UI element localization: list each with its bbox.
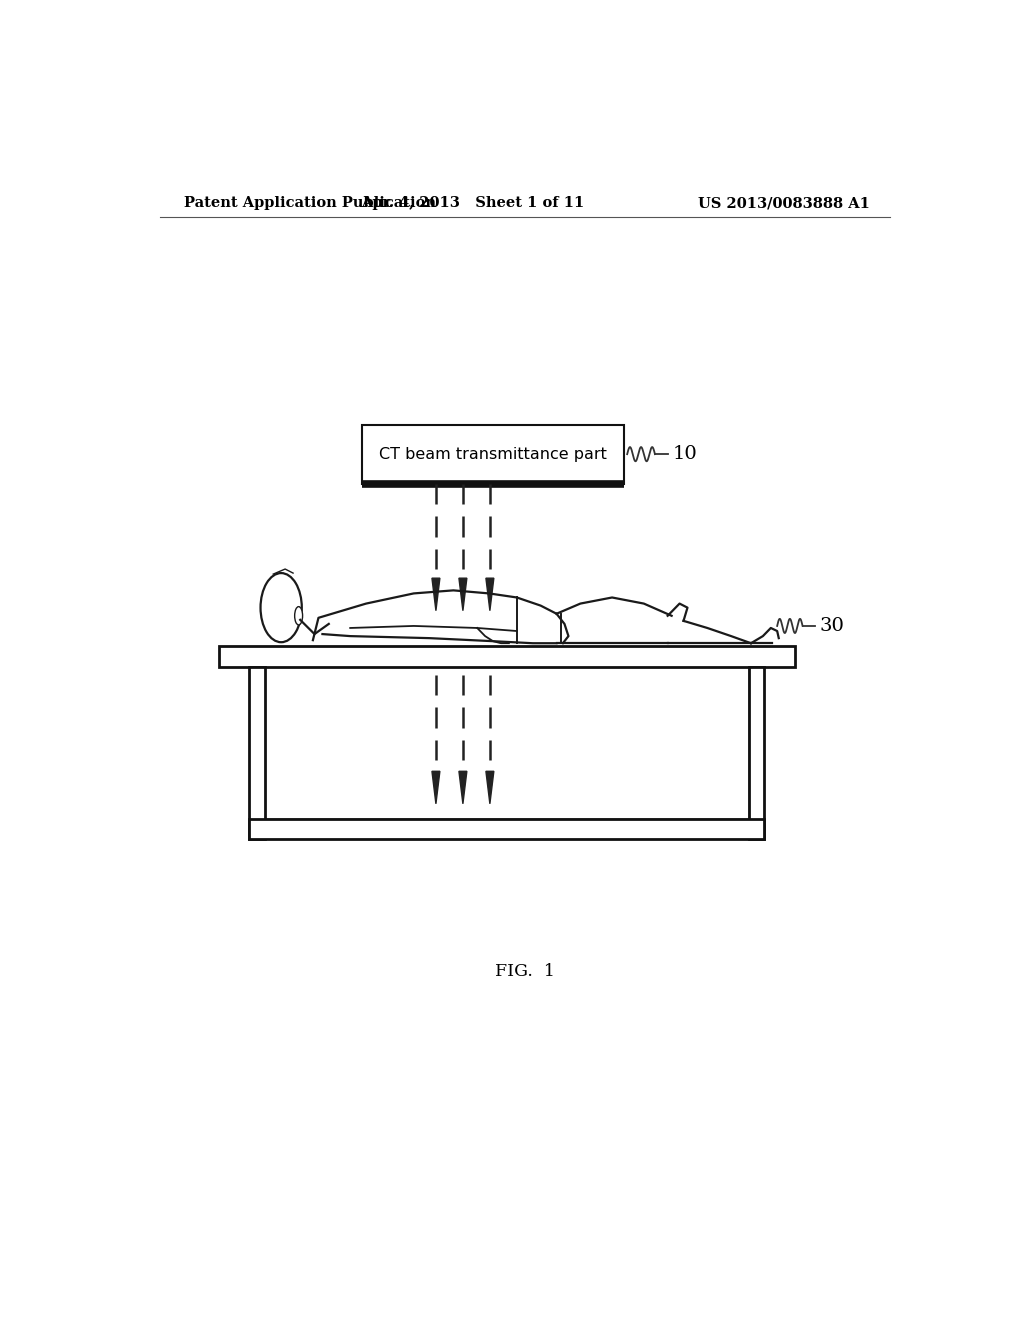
Text: Apr. 4, 2013   Sheet 1 of 11: Apr. 4, 2013 Sheet 1 of 11 — [361, 197, 585, 210]
Ellipse shape — [260, 573, 302, 643]
Polygon shape — [459, 771, 467, 804]
Ellipse shape — [295, 607, 303, 624]
Polygon shape — [432, 578, 440, 611]
Bar — [362, 425, 624, 483]
Text: Patent Application Publication: Patent Application Publication — [183, 197, 435, 210]
Bar — [250, 818, 765, 840]
Bar — [265, 667, 749, 818]
Polygon shape — [432, 771, 440, 804]
Text: 10: 10 — [673, 445, 697, 463]
Text: FIG.  1: FIG. 1 — [495, 964, 555, 979]
Text: CT beam transmittance part: CT beam transmittance part — [379, 446, 607, 462]
Polygon shape — [486, 578, 494, 611]
Text: US 2013/0083888 A1: US 2013/0083888 A1 — [698, 197, 870, 210]
Text: 30: 30 — [819, 616, 844, 635]
Bar — [749, 667, 765, 840]
Polygon shape — [486, 771, 494, 804]
Polygon shape — [459, 578, 467, 611]
Bar — [219, 647, 795, 667]
Bar — [250, 667, 265, 840]
